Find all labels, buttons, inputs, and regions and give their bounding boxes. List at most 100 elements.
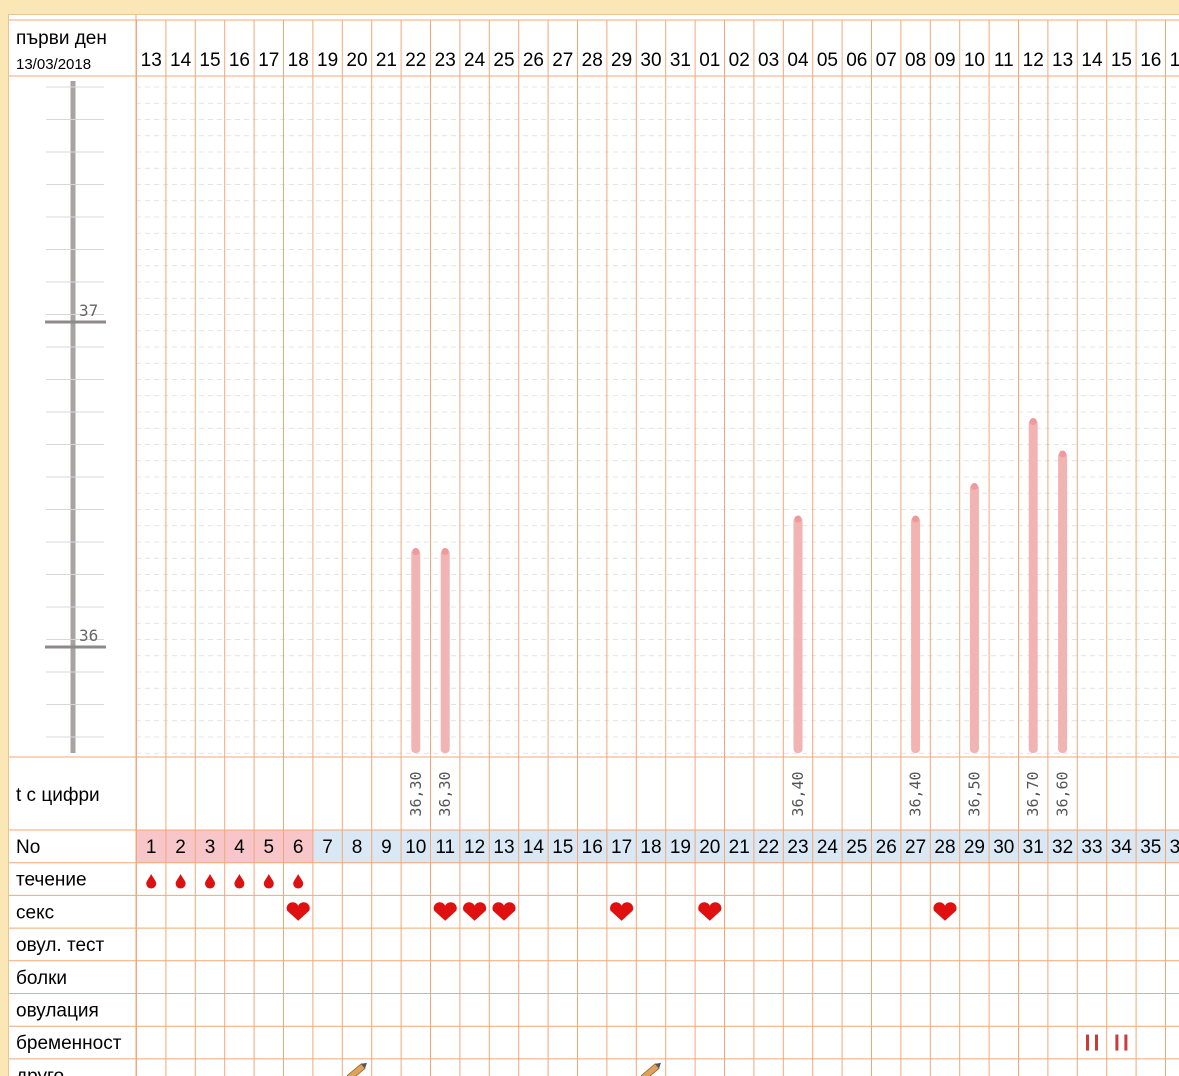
y-tick-label: 36: [79, 626, 98, 645]
cycle-day-number: 19: [670, 837, 691, 858]
date-label: 02: [729, 50, 750, 71]
temperature-point: [412, 548, 419, 555]
date-label: 16: [229, 50, 250, 71]
temperature-bar: [911, 517, 920, 753]
pregnancy-test-lines-icon: [1086, 1035, 1098, 1051]
row-label-pregnancy: бременност: [16, 1033, 122, 1054]
y-tick-label: 37: [79, 301, 98, 320]
date-label: 14: [170, 50, 192, 71]
date-label: 28: [582, 50, 603, 71]
date-label: 05: [817, 50, 838, 71]
heart-icon: [434, 902, 457, 921]
cycle-day-number: 22: [758, 837, 779, 858]
date-label: 20: [346, 50, 367, 71]
temperature-point: [795, 516, 802, 523]
date-label: 19: [317, 50, 338, 71]
temperature-digits: 36,60: [1054, 771, 1072, 816]
date-label: 15: [199, 50, 220, 71]
cycle-day-number: 24: [817, 837, 839, 858]
cycle-day-number: 11: [435, 837, 455, 858]
temperature-bar: [794, 517, 803, 753]
date-label: 25: [493, 50, 514, 71]
heart-icon: [492, 902, 515, 921]
row-label-number: No: [16, 837, 40, 858]
cycle-day-number: 14: [523, 837, 545, 858]
heart-icon: [463, 902, 486, 921]
row-label-temp-digits: t с цифри: [16, 785, 100, 806]
first-day-label: първи ден: [16, 28, 107, 49]
heart-icon: [287, 902, 310, 921]
date-label: 06: [846, 50, 867, 71]
row-label-pain: болки: [16, 968, 67, 989]
date-label: 13: [1052, 50, 1073, 71]
date-label: 11: [994, 50, 1014, 71]
date-label: 07: [876, 50, 897, 71]
cycle-day-number: 36: [1170, 837, 1179, 858]
cycle-day-number: 13: [493, 837, 514, 858]
date-label: 18: [288, 50, 309, 71]
date-label: 17: [258, 50, 279, 71]
blood-drop-icon: [205, 874, 215, 889]
cycle-day-number: 21: [729, 837, 750, 858]
cycle-day-number: 32: [1052, 837, 1073, 858]
temperature-bar: [411, 550, 420, 754]
pregnancy-test-lines-icon: [1115, 1035, 1127, 1051]
date-label: 26: [523, 50, 544, 71]
date-label: 01: [699, 50, 720, 71]
date-label: 09: [934, 50, 955, 71]
date-label: 14: [1081, 50, 1103, 71]
date-label: 08: [905, 50, 926, 71]
temperature-bar: [441, 550, 450, 754]
row-label-ovulation: овулация: [16, 1001, 99, 1022]
date-label: 16: [1140, 50, 1161, 71]
date-label: 13: [141, 50, 162, 71]
cycle-day-number: 12: [464, 837, 485, 858]
cycle-day-number: 27: [905, 837, 926, 858]
cycle-day-number: 1: [146, 837, 157, 858]
cycle-day-number: 23: [787, 837, 808, 858]
cycle-day-number: 31: [1023, 837, 1044, 858]
cycle-day-number: 26: [876, 837, 897, 858]
heart-icon: [933, 902, 956, 921]
cycle-day-number: 29: [964, 837, 985, 858]
temperature-bar: [1029, 420, 1038, 754]
temperature-digits: 36,50: [965, 771, 983, 816]
blood-drop-icon: [146, 874, 156, 889]
row-label-ovulation_test: овул. тест: [16, 935, 105, 956]
cycle-day-number: 16: [582, 837, 603, 858]
temperature-point: [442, 548, 449, 555]
heart-icon: [698, 902, 721, 921]
date-label: 12: [1023, 50, 1044, 71]
temperature-digits: 36,70: [1024, 771, 1042, 816]
cycle-day-number: 8: [352, 837, 363, 858]
date-label: 24: [464, 50, 486, 71]
cycle-day-number: 10: [405, 837, 426, 858]
blood-drop-icon: [234, 874, 244, 889]
pencil-note-icon: [347, 1061, 368, 1076]
cycle-day-number: 4: [234, 837, 245, 858]
blood-drop-icon: [293, 874, 303, 889]
cycle-day-number: 25: [846, 837, 867, 858]
temperature-point: [912, 516, 919, 523]
date-label: 23: [435, 50, 456, 71]
cycle-day-number: 5: [264, 837, 275, 858]
row-label-sex: секс: [16, 902, 54, 923]
temperature-digits: 36,40: [789, 771, 807, 816]
date-label: 04: [787, 50, 809, 71]
cycle-day-number: 33: [1081, 837, 1102, 858]
date-label: 22: [405, 50, 426, 71]
cycle-day-number: 20: [699, 837, 720, 858]
cycle-day-number: 28: [934, 837, 955, 858]
blood-drop-icon: [176, 874, 186, 889]
date-label: 10: [964, 50, 985, 71]
cycle-day-number: 3: [205, 837, 216, 858]
cycle-day-number: 30: [993, 837, 1014, 858]
temperature-point: [1059, 451, 1066, 458]
date-label: 03: [758, 50, 779, 71]
temperature-digits: 36,30: [436, 771, 454, 816]
date-label: 29: [611, 50, 632, 71]
date-label: 27: [552, 50, 573, 71]
row-label-flow: течение: [16, 870, 87, 891]
